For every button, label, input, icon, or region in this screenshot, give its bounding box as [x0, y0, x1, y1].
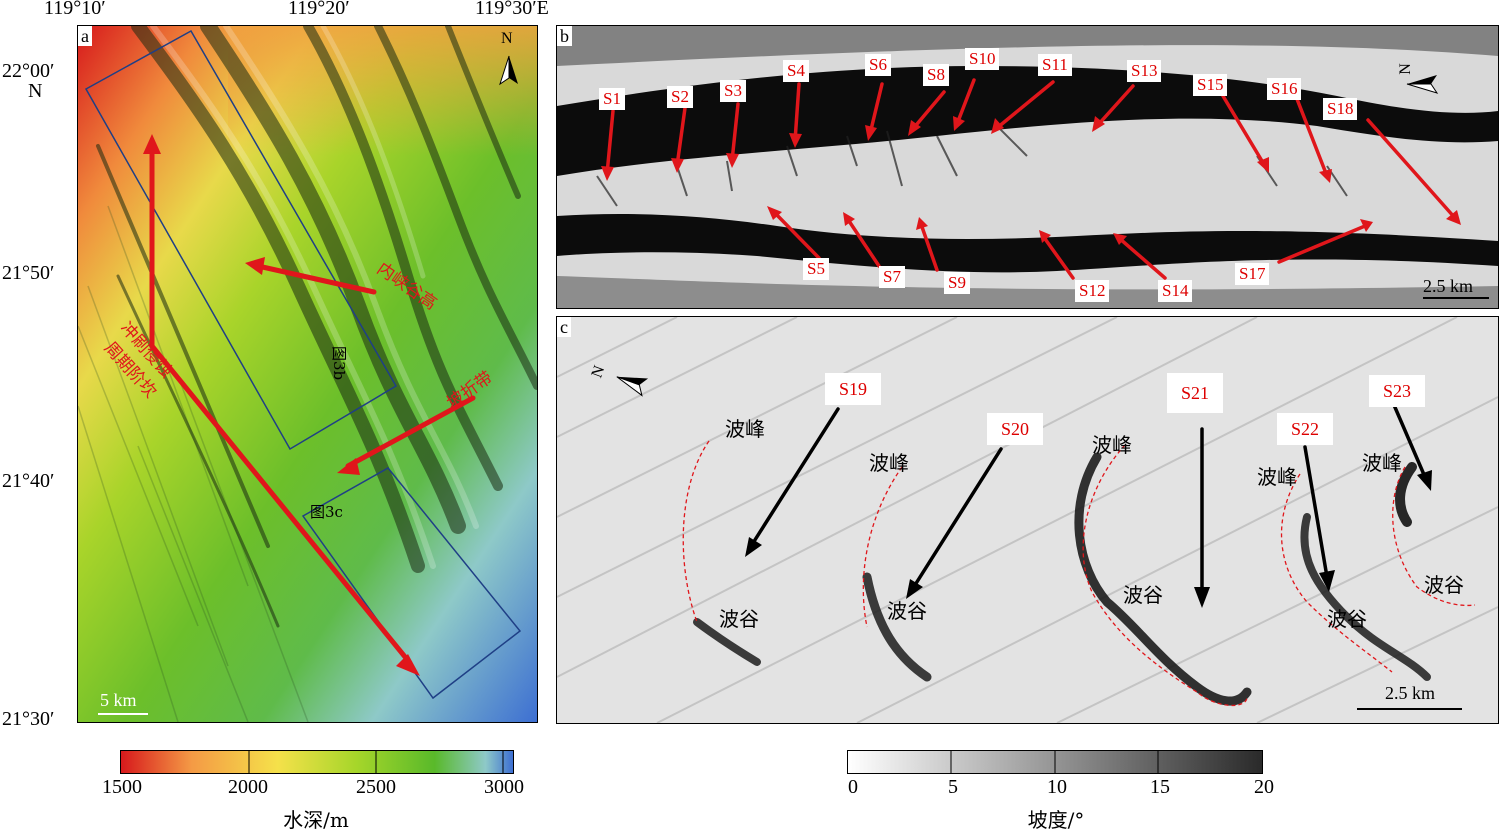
slope-map-c [557, 317, 1498, 723]
trough-2: 波谷 [887, 599, 927, 623]
lon-label-2: 119°20′ [288, 0, 350, 19]
slope-tick-0: 0 [848, 776, 858, 798]
arrow-down [149, 343, 413, 666]
site-s23: S23 [1369, 375, 1426, 407]
arrow-canyon [255, 263, 377, 295]
box-fig3b [84, 29, 398, 451]
site-s9: S9 [944, 272, 970, 294]
slope-tick-10: 10 [1047, 776, 1067, 798]
site-s4: S4 [783, 60, 809, 82]
north-label-a: N [501, 30, 513, 47]
crest-2: 波峰 [869, 451, 909, 475]
site-s8: S8 [923, 64, 949, 86]
site-s13: S13 [1127, 60, 1162, 82]
crest-4: 波峰 [1257, 465, 1297, 489]
north-label-b: N [1396, 63, 1414, 75]
trough-3: 波谷 [1123, 583, 1163, 607]
crest-3: 波峰 [1092, 433, 1132, 457]
depth-colorbar [120, 750, 514, 774]
panel-b-label: b [557, 26, 572, 46]
crest-5: 波峰 [1362, 451, 1402, 475]
panel-b-arrows [601, 75, 1489, 299]
site-s11: S11 [1038, 54, 1072, 76]
slope-colorbar-title: 坡度/° [1027, 808, 1085, 832]
slope-colorbar [847, 750, 1263, 774]
panel-a-label: a [78, 26, 92, 46]
site-s10: S10 [965, 48, 1000, 70]
site-s2: S2 [667, 86, 693, 108]
arrow-break [345, 395, 476, 469]
trough-5: 波谷 [1424, 573, 1464, 597]
trough-1: 波谷 [719, 607, 759, 631]
box-label-3b: 图3b [330, 346, 348, 381]
depth-tick-2000: 2000 [228, 776, 268, 798]
site-s15: S15 [1193, 74, 1228, 96]
lat-label-22-00: 22°00′ [2, 60, 55, 82]
site-s6: S6 [865, 54, 891, 76]
scale-text-a: 5 km [100, 690, 137, 710]
scale-text-c: 2.5 km [1385, 683, 1436, 703]
depth-tick-2500: 2500 [356, 776, 396, 798]
site-s12: S12 [1075, 280, 1110, 302]
site-s7: S7 [879, 266, 905, 288]
depth-tick-3000: 3000 [484, 776, 524, 798]
panel-a-map: a N 图3b 图3c 内峡谷高 坡折带 冲刷侵蚀 周期阶坎 5 km [77, 25, 538, 723]
site-s18: S18 [1323, 98, 1358, 120]
site-s5: S5 [803, 258, 829, 280]
lon-label-3: 119°30′E [475, 0, 549, 19]
slope-tick-15: 15 [1150, 776, 1170, 798]
lat-label-21-30: 21°30′ [2, 708, 55, 730]
crest-1: 波峰 [725, 417, 765, 441]
site-s22: S22 [1277, 413, 1334, 445]
north-arrow-c-icon [616, 376, 649, 397]
lat-label-21-40: 21°40′ [2, 470, 55, 492]
panel-b-slope: b [556, 25, 1499, 309]
site-s16: S16 [1267, 78, 1302, 100]
box-label-3c: 图3c [310, 503, 343, 521]
depth-colorbar-title: 水深/m [283, 808, 349, 832]
north-arrow-b-icon [1406, 75, 1439, 94]
panel-c-label: c [557, 317, 571, 337]
bathymetry-map [78, 26, 537, 722]
lon-label-1: 119°10′ [44, 0, 106, 19]
lat-label-21-50: 21°50′ [2, 262, 55, 284]
scale-text-b: 2.5 km [1423, 276, 1474, 296]
site-s1: S1 [599, 88, 625, 110]
depth-tick-1500: 1500 [102, 776, 142, 798]
site-s21: S21 [1167, 373, 1224, 413]
lat-label-n: N [28, 80, 43, 102]
north-arrow-icon [499, 55, 518, 86]
site-s14: S14 [1158, 280, 1193, 302]
panel-c-slope: c N S19 S20 S21 S22 S23 波峰 波峰 波峰 波峰 波峰 波… [556, 316, 1499, 724]
slope-tick-20: 20 [1254, 776, 1274, 798]
site-s20: S20 [987, 413, 1044, 445]
slope-tick-5: 5 [948, 776, 958, 798]
site-s17: S17 [1235, 263, 1270, 285]
slope-map-b [557, 26, 1498, 308]
site-s19: S19 [825, 373, 882, 405]
trough-4: 波谷 [1327, 607, 1367, 631]
site-s3: S3 [720, 80, 746, 102]
